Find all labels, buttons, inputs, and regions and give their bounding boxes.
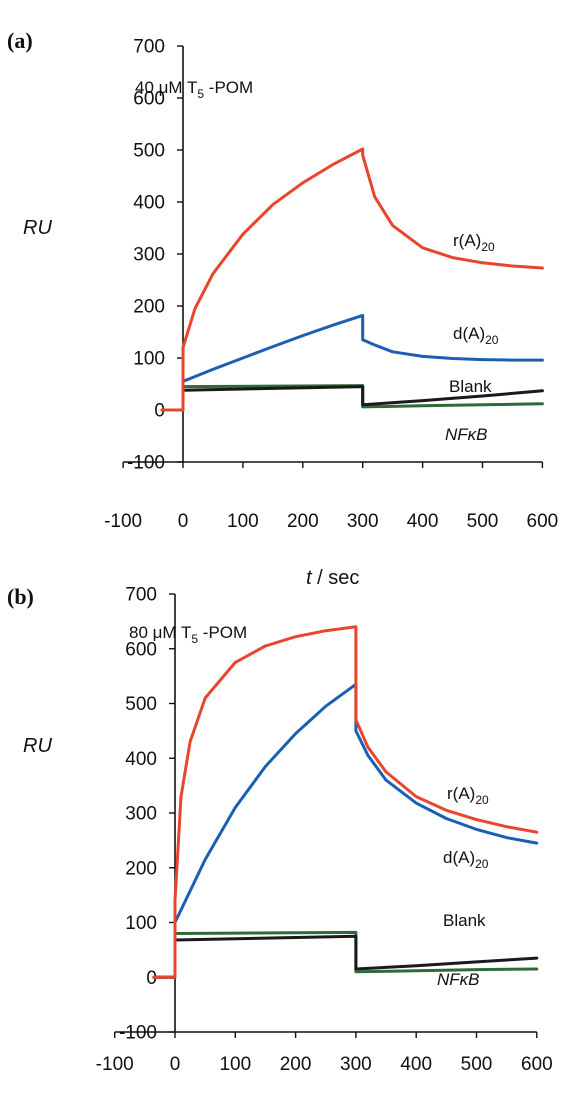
- y-tick-label: 200: [133, 297, 165, 318]
- series-label-da: d(A)20: [443, 848, 489, 871]
- x-tick-label: -100: [96, 1054, 134, 1075]
- x-tick-label: 0: [178, 511, 189, 532]
- concentration-annotation: 80 μM T5 -POM: [129, 623, 247, 646]
- y-tick-label: 400: [125, 749, 157, 770]
- series-line-da: [160, 313, 544, 412]
- y-tick-label: 300: [133, 245, 165, 266]
- series-line-ra: [160, 147, 544, 412]
- x-tick-label: 300: [340, 1054, 372, 1075]
- x-tick-label: 200: [280, 1054, 312, 1075]
- y-tick-label: 500: [125, 694, 157, 715]
- x-tick-label: 600: [521, 1054, 553, 1075]
- x-tick-label: 0: [170, 1054, 181, 1075]
- concentration-annotation: 40 μM T5 -POM: [135, 78, 253, 101]
- x-tick-label: 200: [287, 511, 319, 532]
- y-tick-label: 500: [133, 141, 165, 162]
- series-label-blank: Blank: [443, 911, 486, 930]
- y-axis-title: RU: [23, 735, 52, 757]
- y-tick-label: 400: [133, 193, 165, 214]
- y-axis-title: RU: [23, 217, 52, 239]
- y-tick-label: 200: [125, 858, 157, 879]
- y-tick-label: 100: [125, 913, 157, 934]
- panel-letter: (b): [7, 584, 34, 609]
- x-tick-label: 400: [407, 511, 439, 532]
- y-tick-label: 100: [133, 349, 165, 370]
- x-tick-label: 500: [467, 511, 499, 532]
- x-tick-label: -100: [104, 511, 142, 532]
- chart-panel-b: (b) -100 0 100 200 300 400 500 600 700 -100 0 100 200…: [7, 584, 553, 1097]
- chart-panel-a: (a) -100 0 100 200 300 400 500 600 700 -100 0 100 200…: [7, 28, 558, 589]
- series-label-da: d(A)20: [453, 324, 499, 347]
- y-tick-label: 600: [125, 639, 157, 660]
- panel-letter: (a): [7, 28, 33, 53]
- y-tick-label: 700: [125, 585, 157, 606]
- y-tick-label: -100: [119, 1023, 157, 1044]
- y-tick-label: 300: [125, 804, 157, 825]
- series-line-ra: [152, 625, 539, 979]
- y-tick-label: 0: [154, 401, 165, 422]
- x-tick-label: 600: [527, 511, 559, 532]
- series-label-ra: r(A)20: [453, 231, 495, 254]
- y-tick-label: 700: [133, 37, 165, 58]
- x-tick-label: 400: [400, 1054, 432, 1075]
- y-tick-label: 600: [133, 89, 165, 110]
- x-tick-label: 500: [461, 1054, 493, 1075]
- series-label-ra: r(A)20: [447, 784, 489, 807]
- x-tick-label: 300: [347, 511, 379, 532]
- x-tick-label: 100: [219, 1054, 251, 1075]
- y-tick-label: 0: [146, 968, 157, 989]
- series-label-nfb: NFκB: [445, 425, 488, 444]
- y-tick-label: -100: [127, 453, 165, 474]
- series-label-nfb: NFκB: [437, 970, 480, 989]
- x-tick-label: 100: [227, 511, 259, 532]
- series-label-blank: Blank: [449, 377, 492, 396]
- x-axis-title: t / sec: [306, 567, 359, 589]
